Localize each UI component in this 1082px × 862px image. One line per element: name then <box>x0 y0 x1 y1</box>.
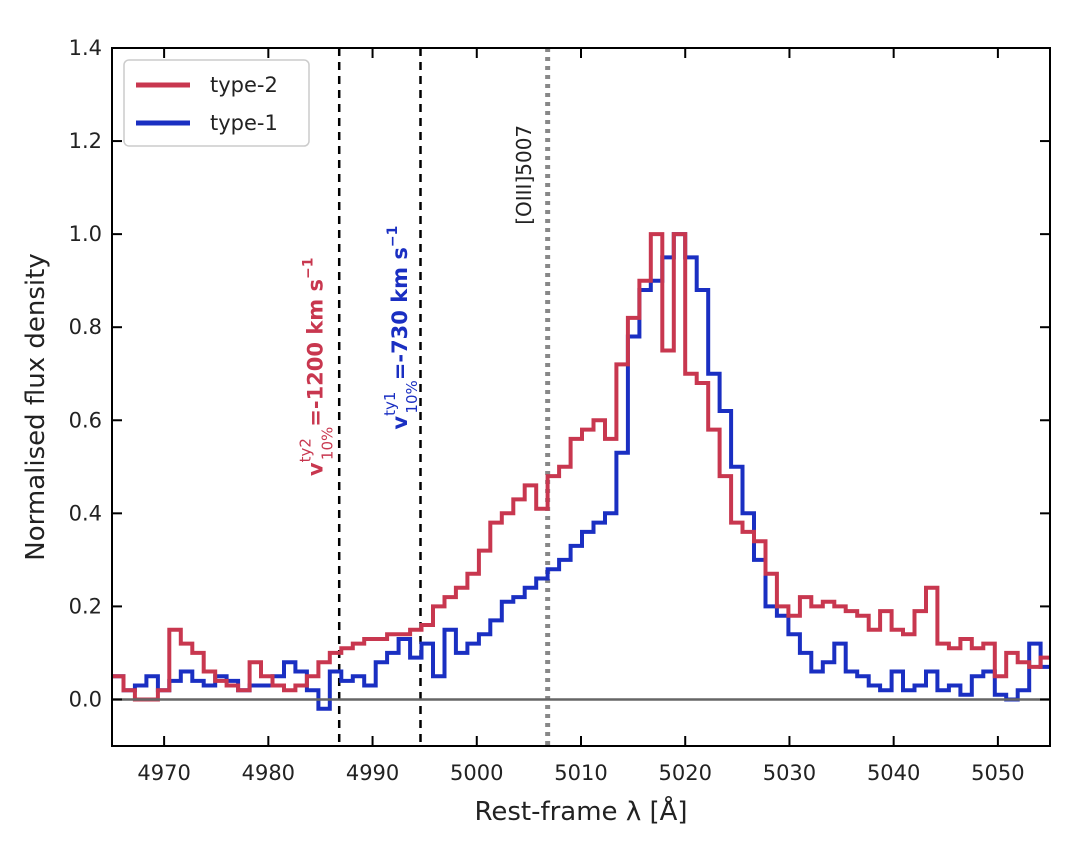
annotation-ty2: vty2 10%=-1200 km s−1 <box>297 258 337 477</box>
plot-frame <box>111 47 1051 747</box>
axis-ticks: 4970 4980 4990 5000 5010 5020 5030 5040 5050 0.0 0… <box>69 36 1050 785</box>
x-tick-label: 5030 <box>763 761 816 785</box>
annotation-oiii: [OIII]5007 <box>512 125 536 225</box>
y-tick-label: 1.0 <box>69 222 102 246</box>
series-type-1 <box>112 232 1050 711</box>
x-axis-title: Rest-frame λ [Å] <box>474 795 687 827</box>
x-tick-label: 5040 <box>867 761 920 785</box>
x-tick-label: 4980 <box>242 761 295 785</box>
legend-label-type-2: type-2 <box>210 73 278 97</box>
x-tick-label: 4990 <box>346 761 399 785</box>
annotation-ty1: vty1 10%=-730 km s−1 <box>381 226 421 430</box>
legend-label-type-1: type-1 <box>210 111 278 135</box>
y-axis-title: Normalised flux density <box>21 253 51 560</box>
annotations: vty2 10%=-1200 km s−1 vty1 10%=-730 km s−1 [… <box>297 125 537 476</box>
y-tick-label: 0.2 <box>69 594 102 618</box>
x-tick-label: 5050 <box>971 761 1024 785</box>
legend: type-2 type-1 <box>123 59 310 147</box>
x-tick-label: 5020 <box>658 761 711 785</box>
y-tick-label: 0.6 <box>69 408 102 432</box>
y-tick-label: 0.8 <box>69 315 102 339</box>
series-type-2 <box>112 232 1050 702</box>
y-tick-label: 0.4 <box>69 501 102 525</box>
x-tick-label: 4970 <box>137 761 190 785</box>
y-tick-label: 1.4 <box>69 36 102 60</box>
y-tick-label: 0.0 <box>69 687 102 711</box>
x-tick-label: 5010 <box>554 761 607 785</box>
x-tick-label: 5000 <box>450 761 503 785</box>
y-tick-label: 1.2 <box>69 129 102 153</box>
series-layer <box>112 232 1050 711</box>
